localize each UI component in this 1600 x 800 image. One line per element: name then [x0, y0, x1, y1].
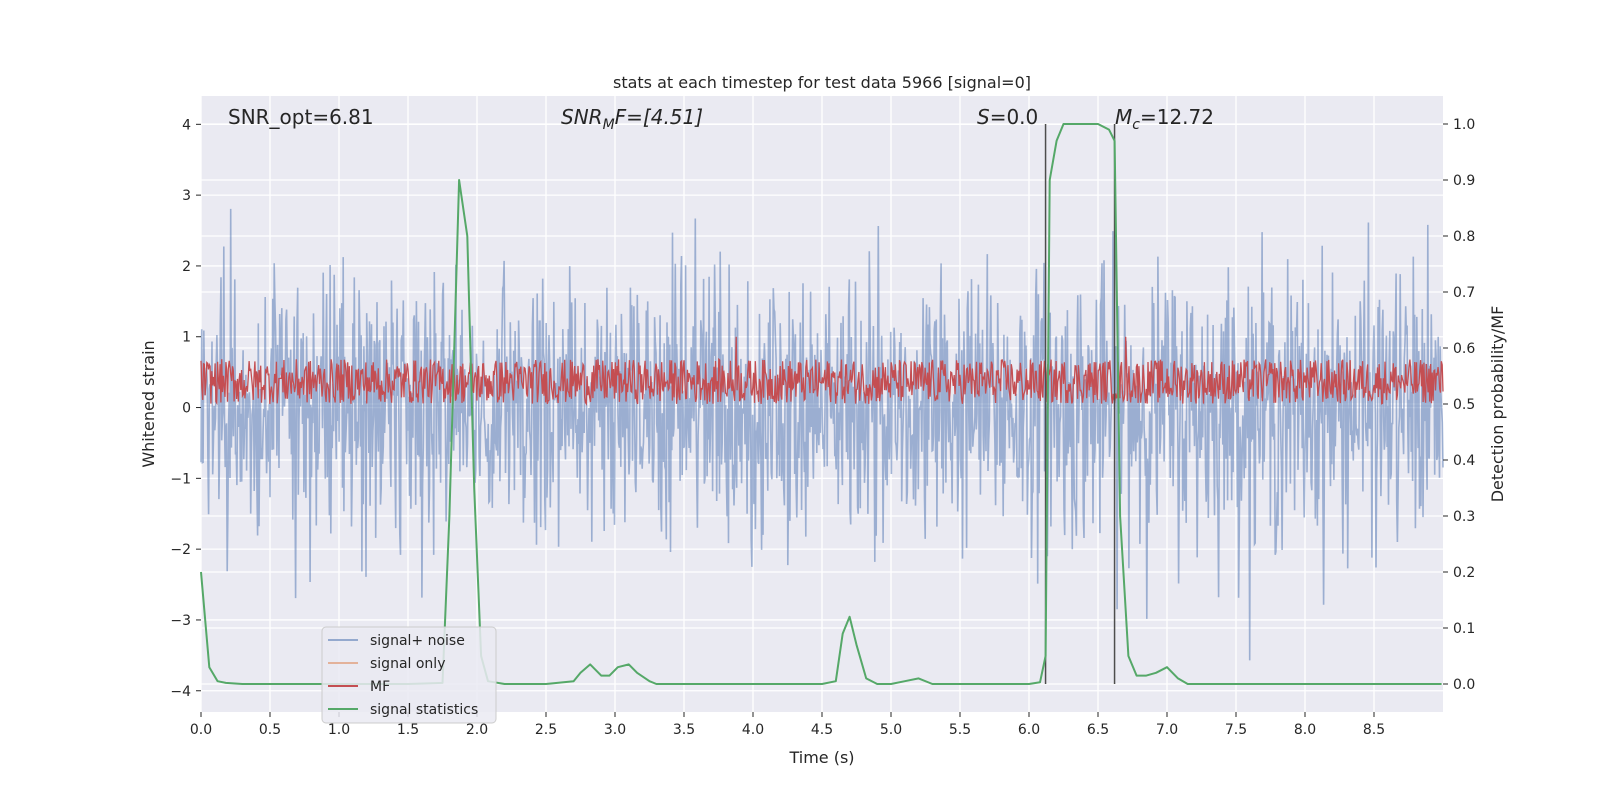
- y-tick-label: −1: [170, 471, 191, 487]
- legend-label-mf: MF: [370, 679, 390, 695]
- x-axis-label: Time (s): [788, 748, 854, 767]
- y-tick-label: −4: [170, 684, 191, 700]
- y-right-tick-label: 0.9: [1453, 173, 1475, 189]
- annotation-s: S=0.0: [977, 105, 1038, 129]
- x-tick-label: 1.5: [397, 722, 419, 738]
- x-tick-label: 2.5: [535, 722, 557, 738]
- chart-title: stats at each timestep for test data 596…: [613, 73, 1031, 92]
- signal-statistics-line: [200, 123, 1442, 685]
- y-tick-label: 2: [182, 259, 191, 275]
- y-right-tick-label: 0.8: [1453, 229, 1475, 245]
- y-tick-label: 3: [182, 188, 191, 204]
- y-right-tick-label: 0.7: [1453, 285, 1475, 301]
- x-tick-label: 4.0: [742, 722, 764, 738]
- x-tick-label: 5.5: [949, 722, 971, 738]
- x-ticks: 0.0 0.5 1.0 1.5 2.0 2.5 3.0 3.5 4.0 4.5 5.0 5.5 6.0 6…: [190, 712, 1385, 738]
- x-tick-label: 1.0: [328, 722, 350, 738]
- y-right-tick-label: 0.0: [1453, 677, 1475, 693]
- y-tick-label: −3: [170, 613, 191, 629]
- x-tick-label: 6.5: [1087, 722, 1109, 738]
- x-tick-label: 8.0: [1294, 722, 1316, 738]
- mf-line: [200, 336, 1444, 406]
- x-tick-label: 7.0: [1156, 722, 1178, 738]
- y-right-tick-label: 0.1: [1453, 621, 1475, 637]
- annotation-mc: Mc=12.72: [1115, 105, 1214, 133]
- y-right-tick-label: 1.0: [1453, 117, 1475, 133]
- series-signal-noise: [200, 208, 1444, 661]
- y-right-tick-label: 0.6: [1453, 341, 1475, 357]
- y-axis-label: Whitened strain: [139, 340, 158, 467]
- y-tick-label: 0: [182, 401, 191, 417]
- y-axis-label-right: Detection probability/MF: [1488, 306, 1507, 503]
- noise-line: [200, 208, 1444, 661]
- x-tick-label: 5.0: [880, 722, 902, 738]
- x-tick-label: 6.0: [1018, 722, 1040, 738]
- y-tick-label: −2: [170, 542, 191, 558]
- series-mf: [200, 336, 1444, 406]
- legend-label-signal-statistics: signal statistics: [370, 702, 478, 718]
- x-tick-label: 0.5: [259, 722, 281, 738]
- x-tick-label: 8.5: [1363, 722, 1385, 738]
- y-right-tick-label: 0.2: [1453, 565, 1475, 581]
- y-right-tick-label: 0.4: [1453, 453, 1475, 469]
- y-ticks-right: 1.0 0.9 0.8 0.7 0.6 0.5 0.4 0.3 0.2 0.1 0.0: [1443, 117, 1475, 693]
- series-signal-statistics: [200, 123, 1442, 685]
- y-right-tick-label: 0.5: [1453, 397, 1475, 413]
- legend-label-signal-noise: signal+ noise: [370, 633, 465, 649]
- y-tick-label: 4: [182, 117, 191, 133]
- legend-label-signal-only: signal only: [370, 656, 445, 672]
- annotation-snr-mf: SNRMF=[4.51]: [561, 105, 703, 133]
- y-ticks-left: 4 3 2 1 0 −1 −2 −3 −4: [170, 117, 201, 700]
- x-tick-label: 0.0: [190, 722, 212, 738]
- legend-box: [321, 626, 497, 724]
- legend: signal+ noise signal only MF signal stat…: [321, 626, 497, 724]
- x-tick-label: 2.0: [466, 722, 488, 738]
- annotation-snr-opt: SNR_opt=6.81: [228, 105, 374, 129]
- y-tick-label: 1: [182, 330, 191, 346]
- x-tick-label: 3.5: [673, 722, 695, 738]
- y-right-tick-label: 0.3: [1453, 509, 1475, 525]
- x-tick-label: 7.5: [1225, 722, 1247, 738]
- x-tick-label: 3.0: [604, 722, 626, 738]
- x-tick-label: 4.5: [811, 722, 833, 738]
